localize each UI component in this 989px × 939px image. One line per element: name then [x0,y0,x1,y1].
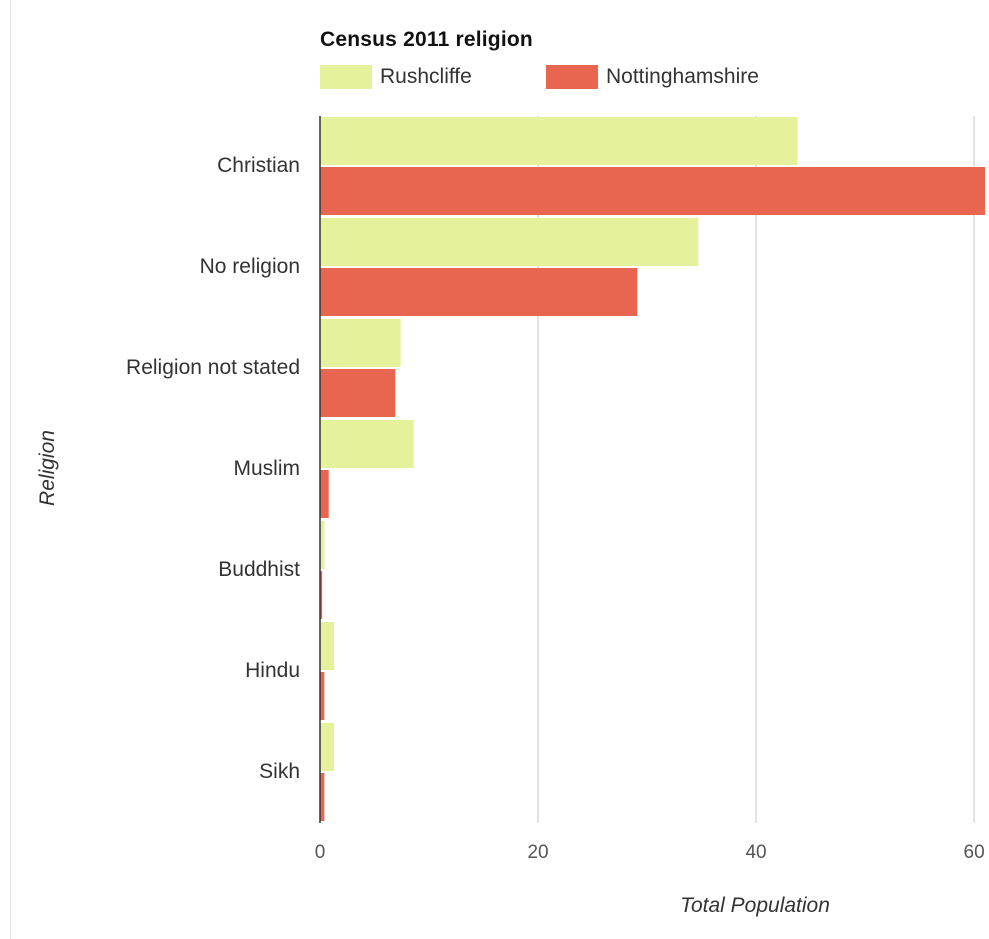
bar-rushcliffe-religion-not-stated[interactable] [320,319,401,367]
legend-swatch-nottinghamshire [546,65,598,89]
x-axis-title: Total Population [680,894,830,917]
legend-label-rushcliffe: Rushcliffe [380,65,472,88]
legend-swatch-rushcliffe [320,65,372,89]
category-label-no-religion: No religion [200,255,300,278]
bar-nottinghamshire-christian[interactable] [320,167,985,215]
bar-rushcliffe-christian[interactable] [320,117,798,165]
bar-nottinghamshire-no-religion[interactable] [320,268,638,316]
bar-rushcliffe-no-religion[interactable] [320,218,699,266]
bar-nottinghamshire-hindu[interactable] [320,672,325,720]
x-tick-label-40: 40 [745,842,766,863]
bar-nottinghamshire-religion-not-stated[interactable] [320,369,396,417]
x-tick-label-20: 20 [527,842,548,863]
bar-rushcliffe-sikh[interactable] [320,723,335,771]
chart-title: Census 2011 religion [320,28,533,51]
bar-nottinghamshire-sikh[interactable] [320,773,325,821]
category-label-hindu: Hindu [245,659,300,682]
category-label-muslim: Muslim [234,457,301,480]
category-label-buddhist: Buddhist [218,558,300,581]
bar-rushcliffe-buddhist[interactable] [320,521,325,569]
bar-rushcliffe-muslim[interactable] [320,420,414,468]
bar-nottinghamshire-muslim[interactable] [320,470,329,518]
legend-item-nottinghamshire[interactable]: Nottinghamshire [546,64,759,90]
y-axis-title: Religion [36,430,59,506]
legend-item-rushcliffe[interactable]: Rushcliffe [320,64,472,90]
category-label-religion-not-stated: Religion not stated [126,356,300,379]
category-label-sikh: Sikh [259,760,300,783]
category-label-christian: Christian [217,154,300,177]
x-tick-label-0: 0 [315,842,326,863]
frame-left-border [10,0,11,939]
bar-nottinghamshire-buddhist[interactable] [320,571,323,619]
legend-label-nottinghamshire: Nottinghamshire [606,65,759,88]
x-tick-label-60: 60 [964,842,985,863]
bar-rushcliffe-hindu[interactable] [320,622,335,670]
